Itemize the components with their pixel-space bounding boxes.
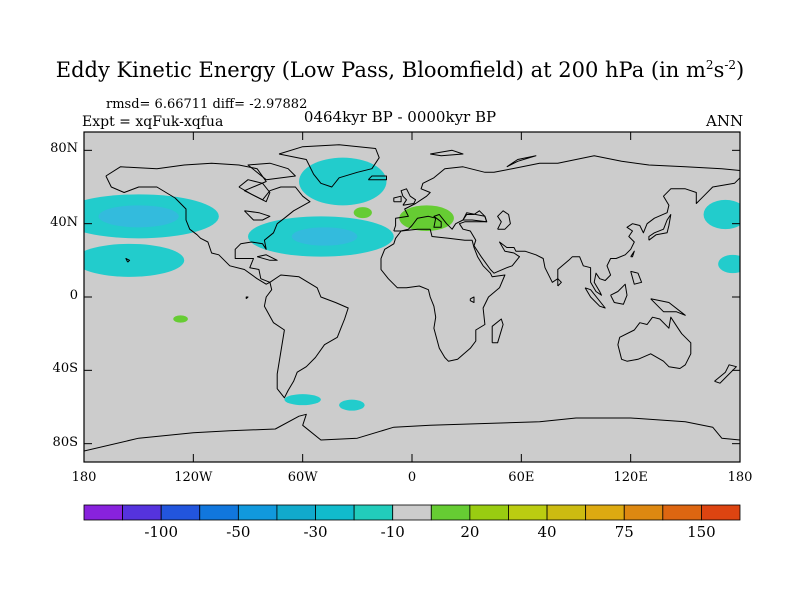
- y-tick-label: 40N: [50, 214, 78, 230]
- y-tick-label: 80N: [50, 141, 78, 157]
- coastline-antarctica: [84, 413, 740, 452]
- coastline-iceland: [367, 175, 387, 181]
- coastline-borneo: [610, 283, 628, 305]
- season-label: ANN: [706, 112, 744, 130]
- colorbar-box: [508, 504, 548, 521]
- colorbar-box: [392, 504, 432, 521]
- x-tick-label: 60E: [508, 470, 535, 485]
- experiment-label: Expt = xqFuk-xqfua: [82, 114, 224, 130]
- stats-text: rmsd= 6.66711 diff= -2.97882: [106, 97, 308, 112]
- coastline-new-zealand: [714, 364, 737, 384]
- x-tick-label: 0: [407, 470, 417, 485]
- anomaly-region-nw-pacific-neg: [703, 199, 740, 230]
- period-label: 0464kyr BP - 0000kyr BP: [303, 108, 497, 126]
- plot-title: Eddy Kinetic Energy (Low Pass, Bloomfiel…: [55, 58, 745, 82]
- coastline-japan: [648, 214, 672, 241]
- colorbar-box: [662, 504, 702, 521]
- anomaly-region-s-atlantic-neg: [339, 399, 365, 411]
- coastline-cuba: [256, 254, 278, 261]
- colorbar-label: 40: [537, 523, 557, 541]
- x-tick-label: 120W: [174, 470, 213, 485]
- colorbar-box: [199, 504, 239, 521]
- colorbar-box: [276, 504, 316, 521]
- colorbar-box: [237, 504, 278, 521]
- colorbar-label: -100: [144, 523, 179, 541]
- anomaly-region-e-pacific-pos: [173, 315, 188, 323]
- anomaly-region-n-atlantic-pos: [353, 207, 372, 219]
- coastline-black-sea: [462, 212, 488, 223]
- coastline-hudson-bay: [238, 179, 271, 203]
- colorbar-label: -30: [303, 523, 328, 541]
- y-tick-label: 80S: [52, 434, 78, 450]
- colorbar-box: [315, 504, 355, 521]
- map-background: [84, 132, 740, 462]
- colorbar-box: [623, 504, 664, 521]
- coastline-caspian: [497, 210, 511, 230]
- anomaly-region-greenland-neg: [299, 157, 387, 206]
- colorbar-label: 75: [614, 523, 634, 541]
- x-tick-label: 60W: [287, 470, 318, 485]
- coastline-africa: [380, 228, 506, 362]
- coastline-australia: [617, 316, 692, 369]
- colorbar-box: [122, 504, 162, 521]
- coastline-sumatra: [584, 287, 606, 309]
- coastline-great-lakes: [244, 210, 271, 221]
- coastline-galapagos: [245, 296, 249, 300]
- colorbar-label: 150: [687, 523, 716, 541]
- coastline-new-guinea: [650, 298, 686, 316]
- x-tick-label: 180: [71, 470, 97, 485]
- colorbar-box: [160, 504, 201, 521]
- colorbar-box: [585, 504, 625, 521]
- x-tick-label: 120E: [613, 470, 648, 485]
- colorbar-box: [430, 504, 471, 521]
- colorbar-label: -10: [380, 523, 405, 541]
- x-tick-label: 180: [727, 470, 753, 485]
- anomaly-region-s-america-neg: [284, 394, 321, 406]
- coastline-svalbard: [430, 149, 464, 157]
- colorbar-box: [546, 504, 587, 521]
- colorbar-box: [469, 504, 509, 521]
- anomaly-region-subtropical-pacific-neg: [84, 243, 185, 277]
- y-tick-label: 0: [69, 288, 78, 303]
- coastline-hawaii: [125, 258, 131, 263]
- coastline-great-britain: [400, 188, 417, 206]
- coastline-novaya-zemlya: [506, 155, 537, 168]
- coastline-ireland: [393, 195, 402, 203]
- colorbar-box: [701, 504, 741, 521]
- coastline-eurasia: [393, 155, 740, 296]
- colorbar-box: [353, 504, 394, 521]
- anomaly-region-w-pacific-neg: [718, 254, 740, 274]
- colorbar-label: 20: [460, 523, 480, 541]
- coastline-taiwan: [630, 250, 635, 258]
- colorbar-label: -50: [226, 523, 251, 541]
- y-tick-label: 40S: [52, 361, 78, 377]
- coastline-sri-lanka: [557, 278, 562, 287]
- coastline-baffin: [247, 162, 296, 181]
- coastline-south-america: [263, 274, 349, 399]
- coastline-victoria-lake: [469, 296, 475, 303]
- anomaly-region-n-pacific-neg-core: [98, 205, 179, 228]
- anomaly-region-atlantic-neg-core: [291, 227, 358, 246]
- coastline-philippines: [630, 270, 643, 285]
- coastline-greenland: [278, 144, 380, 188]
- colorbar-box: [83, 504, 123, 521]
- coastline-madagascar: [491, 318, 504, 344]
